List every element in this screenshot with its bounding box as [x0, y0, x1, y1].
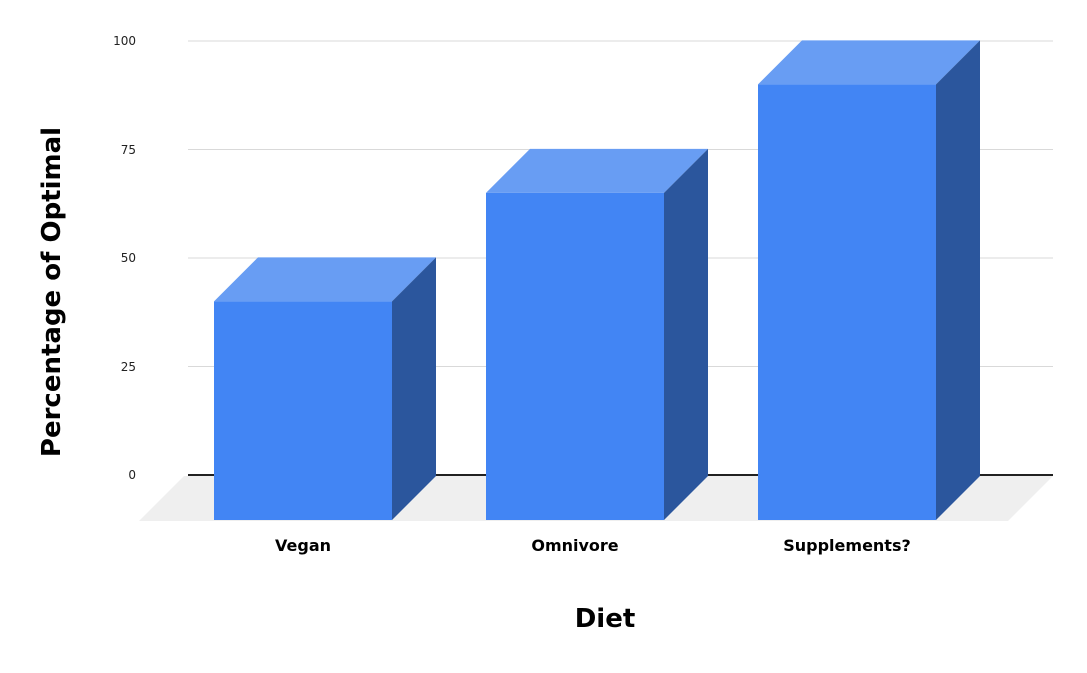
bar-front-face	[486, 192, 664, 520]
x-category-label-supplements: Supplements?	[783, 536, 911, 555]
bar-side-face	[392, 257, 436, 520]
y-tick-label-100: 100	[113, 34, 136, 48]
y-tick-label-0: 0	[128, 468, 136, 482]
y-axis-title: Percentage of Optimal	[37, 126, 67, 458]
y-tick-label-50: 50	[120, 251, 136, 265]
bar-front-face	[214, 301, 392, 520]
bar-omnivore[interactable]	[486, 148, 708, 520]
x-category-label-omnivore: Omnivore	[531, 536, 619, 555]
bar-top-face	[758, 40, 980, 85]
x-axis-title: Diet	[574, 604, 636, 634]
bar-front-face	[758, 84, 936, 521]
bar-vegan[interactable]	[214, 257, 436, 520]
bar-supplements[interactable]	[758, 40, 980, 521]
bar-top-face	[214, 257, 436, 302]
bar-top-face	[486, 148, 708, 193]
y-tick-label-75: 75	[120, 142, 136, 157]
x-category-label-vegan: Vegan	[275, 536, 331, 555]
bar-side-face	[664, 148, 708, 520]
y-tick-label-25: 25	[120, 359, 136, 374]
bar-side-face	[936, 40, 980, 521]
